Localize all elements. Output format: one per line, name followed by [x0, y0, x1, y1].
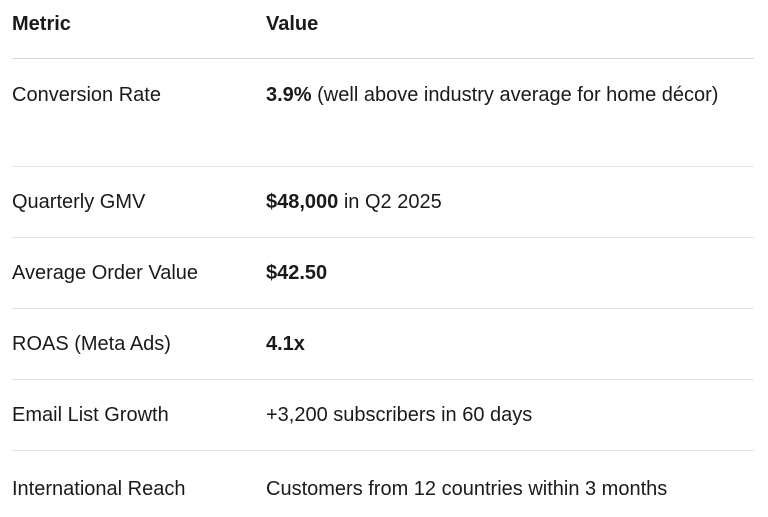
- value-highlight: $42.50: [266, 262, 328, 284]
- table-row: Average Order Value $42.50: [12, 238, 754, 309]
- value-cell: $48,000 in Q2 2025: [266, 184, 754, 237]
- value-detail: Customers from 12 countries within 3 mon…: [266, 478, 668, 500]
- value-detail: +3,200 subscribers in 60 days: [266, 404, 533, 426]
- value-cell: $42.50: [266, 255, 754, 308]
- metrics-table: Metric Value Conversion Rate 3.9% (well …: [12, 0, 754, 517]
- table-header-row: Metric Value: [12, 0, 754, 59]
- table-row: Email List Growth +3,200 subscribers in …: [12, 380, 754, 451]
- value-cell: 4.1x: [266, 326, 754, 379]
- table-row: ROAS (Meta Ads) 4.1x: [12, 309, 754, 380]
- metric-cell: Email List Growth: [12, 404, 169, 426]
- value-detail: (well above industry average for home dé…: [311, 84, 719, 106]
- metric-cell: International Reach: [12, 478, 186, 500]
- metric-cell: Quarterly GMV: [12, 191, 146, 213]
- value-highlight: 4.1x: [266, 333, 305, 355]
- value-detail: in Q2 2025: [338, 191, 442, 213]
- header-value: Value: [266, 13, 319, 35]
- header-metric: Metric: [12, 13, 71, 35]
- table-row: International Reach Customers from 12 co…: [12, 451, 754, 517]
- value-cell: 3.9% (well above industry average for ho…: [266, 77, 754, 166]
- table-row: Conversion Rate 3.9% (well above industr…: [12, 59, 754, 167]
- metric-cell: Average Order Value: [12, 262, 199, 284]
- value-highlight: $48,000: [266, 191, 339, 213]
- value-highlight: 3.9%: [266, 84, 312, 106]
- metric-cell: Conversion Rate: [12, 84, 161, 106]
- metric-cell: ROAS (Meta Ads): [12, 333, 171, 355]
- table-row: Quarterly GMV $48,000 in Q2 2025: [12, 167, 754, 238]
- value-cell: Customers from 12 countries within 3 mon…: [266, 471, 754, 517]
- value-cell: +3,200 subscribers in 60 days: [266, 397, 754, 450]
